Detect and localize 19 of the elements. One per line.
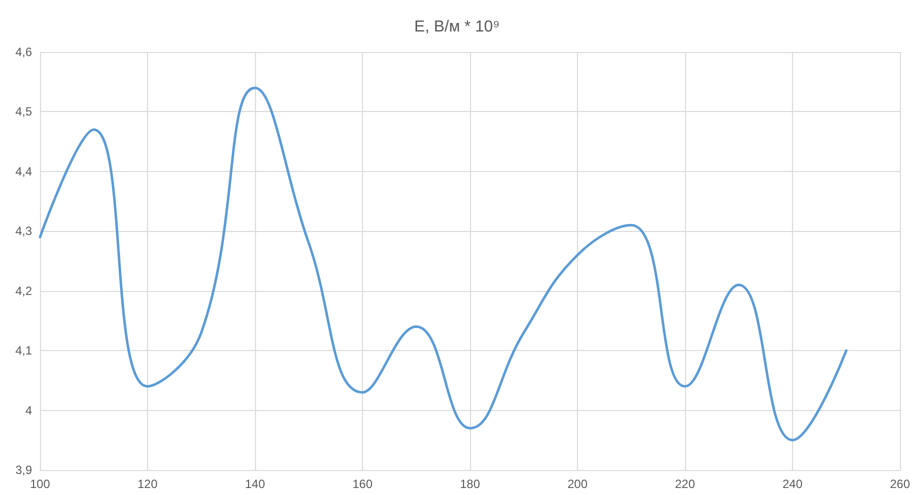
- x-tick-label: 100: [30, 477, 50, 491]
- y-tick-label: 4,3: [15, 224, 32, 238]
- y-tick-label: 4,4: [15, 164, 32, 178]
- x-tick-label: 140: [244, 477, 266, 491]
- x-tick-label: 180: [460, 477, 480, 491]
- y-tick-label: 4,6: [15, 45, 32, 59]
- x-tick-label: 240: [782, 477, 803, 491]
- x-tick-label: 200: [567, 477, 588, 491]
- y-tick-label: 4,1: [15, 344, 32, 358]
- y-tick-label: 4: [25, 403, 32, 418]
- line-series: [38, 86, 848, 442]
- x-tick-label: 120: [137, 477, 158, 491]
- x-tick-label: 160: [352, 477, 373, 491]
- y-tick-label: 3,9: [15, 463, 32, 477]
- x-tick-label: 220: [674, 477, 696, 491]
- y-tick-label: 4,2: [15, 284, 32, 298]
- chart-title: E, В/м * 10⁹: [414, 18, 500, 36]
- x-tick-label: 260: [890, 477, 910, 491]
- y-tick-label: 4,5: [15, 104, 32, 119]
